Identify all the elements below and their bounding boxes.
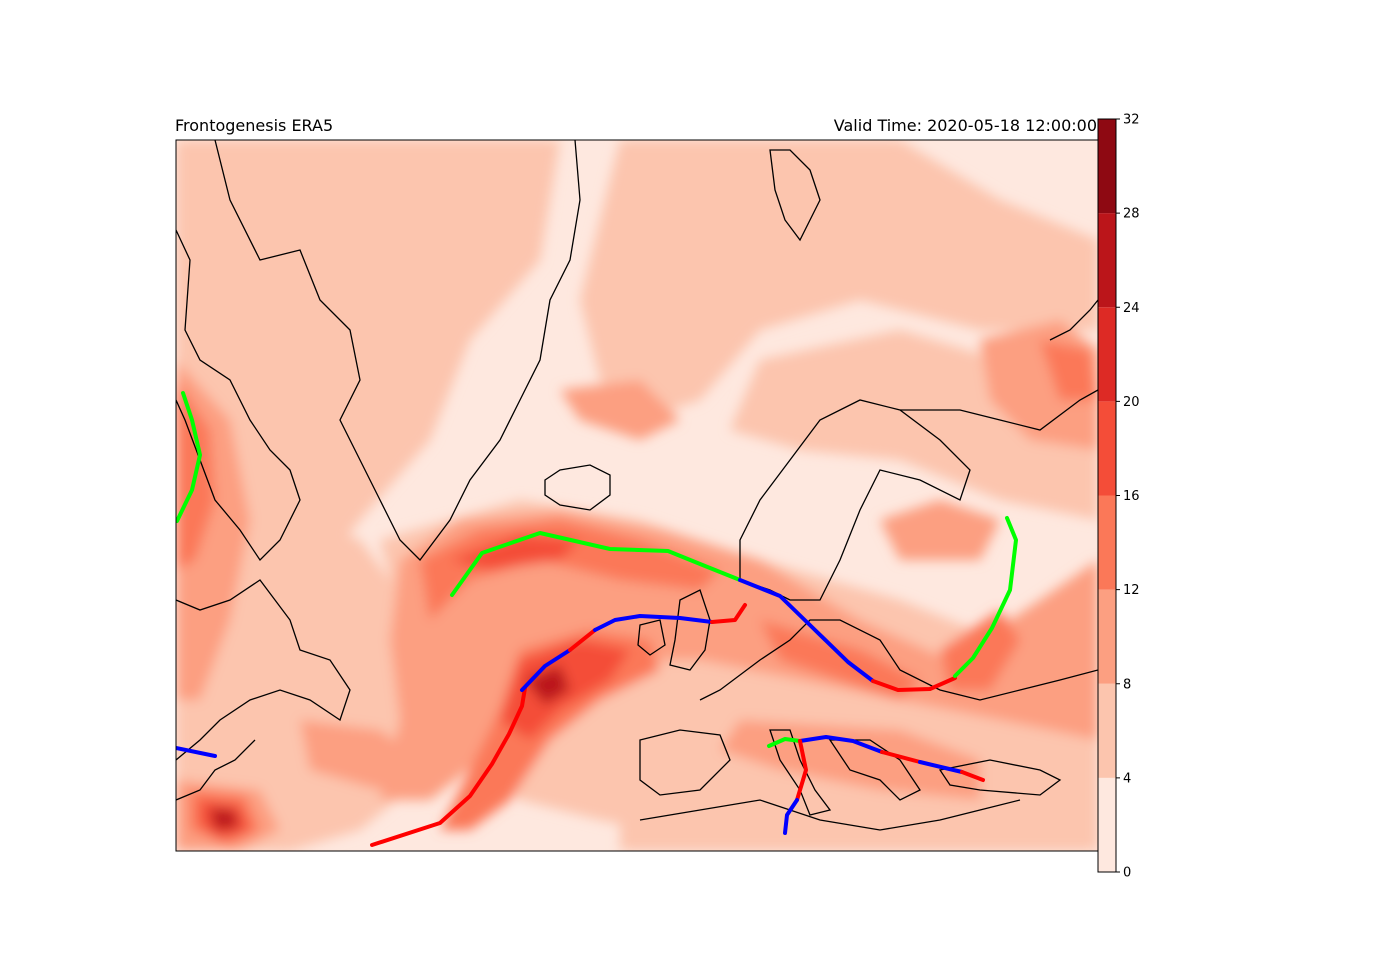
- coast-ireland: [637, 619, 666, 656]
- coast-labrador: [176, 579, 351, 761]
- valid-time-label: Valid Time: 2020-05-18 12:00:00: [834, 116, 1097, 135]
- cold-front-mediterranean-2: [918, 760, 964, 774]
- cold-front-italy-south: [783, 798, 799, 835]
- stationary-front-eastern-europe: [953, 516, 1018, 678]
- coastlines: [176, 140, 1098, 831]
- colorbar-tick-label: 8: [1123, 677, 1131, 692]
- colorbar-ticks: 0 4 8 12 16 20 24 28 32: [1116, 113, 1140, 881]
- coast-us-east: [176, 739, 256, 801]
- level-20-28: [210, 665, 570, 830]
- colorbar-band: [1098, 119, 1116, 214]
- warm-front-mediterranean-2: [960, 770, 985, 782]
- coast-north-africa: [639, 799, 1021, 831]
- cold-front-scandinavia: [738, 578, 875, 683]
- colorbar-tick-label: 16: [1123, 489, 1140, 504]
- map-panel: [176, 140, 1098, 851]
- colorbar-band: [1098, 495, 1116, 590]
- coast-finland-russia: [900, 389, 1098, 431]
- warm-front-uk: [710, 603, 747, 624]
- coast-iberia: [639, 729, 731, 796]
- fronts: [176, 391, 1018, 847]
- cold-front-us: [176, 746, 217, 758]
- warm-front-italy-south: [795, 739, 808, 802]
- colorbar-band: [1098, 589, 1116, 684]
- colorbar-band: [1098, 777, 1116, 872]
- coast-greenland: [214, 140, 581, 561]
- coast-britain: [669, 589, 711, 671]
- colorbar-tick-label: 4: [1123, 771, 1131, 786]
- colorbar-bands: [1098, 119, 1116, 872]
- warm-front-atlantic: [370, 686, 527, 847]
- colorbar-tick-label: 24: [1123, 301, 1140, 316]
- warm-front-mediterranean: [880, 750, 922, 764]
- colorbar-tick-label: 20: [1123, 395, 1140, 410]
- coast-scandinavia: [739, 399, 971, 601]
- cold-front-uk: [593, 614, 714, 632]
- colorbar: 0 4 8 12 16 20 24 28 32: [1097, 113, 1140, 881]
- cold-front-mediterranean: [798, 735, 884, 754]
- map-title: Frontogenesis ERA5: [175, 116, 333, 135]
- colorbar-tick-label: 32: [1123, 113, 1140, 128]
- colorbar-band: [1098, 307, 1116, 402]
- coast-iceland: [544, 464, 611, 511]
- stationary-front-north-atlantic: [450, 531, 742, 597]
- colorbar-band: [1098, 401, 1116, 496]
- colorbar-band: [1098, 213, 1116, 308]
- coast-europe-west: [699, 619, 1098, 701]
- stationary-front-canada: [176, 391, 202, 523]
- warm-front-atlantic-2: [568, 628, 597, 652]
- colorbar-tick-label: 28: [1123, 207, 1140, 222]
- colorbar-tick-label: 12: [1123, 583, 1140, 598]
- coast-canada-north: [176, 229, 301, 562]
- coast-novaya: [1049, 299, 1098, 341]
- coast-balkans: [828, 739, 921, 801]
- warm-front-central-europe: [871, 676, 957, 692]
- cold-front-atlantic: [520, 648, 572, 692]
- colorbar-band: [1098, 683, 1116, 778]
- coast-svalbard: [769, 149, 821, 242]
- colorbar-tick-label: 0: [1123, 866, 1131, 881]
- coast-turkey: [938, 759, 1062, 796]
- stationary-front-italy: [767, 737, 802, 748]
